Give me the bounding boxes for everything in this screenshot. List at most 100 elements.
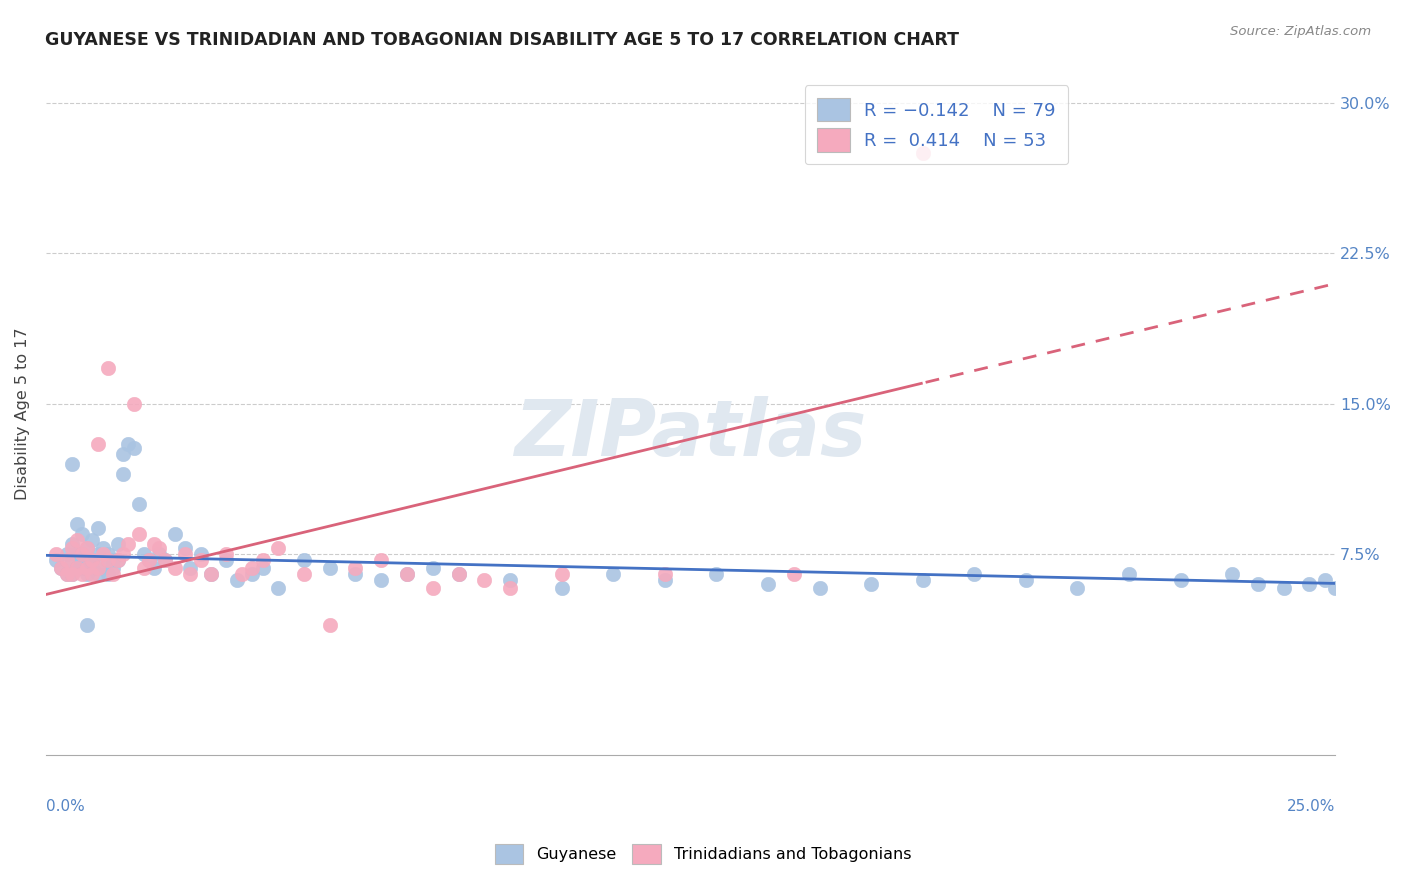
Point bbox=[76, 617, 98, 632]
Point bbox=[911, 574, 934, 588]
Point bbox=[1066, 582, 1088, 596]
Point bbox=[86, 567, 108, 582]
Point bbox=[91, 561, 114, 575]
Point bbox=[1015, 574, 1038, 588]
Point bbox=[174, 541, 197, 556]
Point bbox=[70, 527, 93, 541]
Point bbox=[112, 447, 135, 461]
Point bbox=[179, 567, 201, 582]
Point bbox=[97, 547, 120, 561]
Point bbox=[153, 553, 176, 567]
Point bbox=[231, 567, 253, 582]
Legend: Guyanese, Trinidadians and Tobagonians: Guyanese, Trinidadians and Tobagonians bbox=[488, 838, 918, 871]
Point bbox=[91, 541, 114, 556]
Point bbox=[107, 537, 129, 551]
Point bbox=[370, 574, 392, 588]
Point bbox=[101, 567, 124, 582]
Point bbox=[1272, 582, 1295, 596]
Point bbox=[128, 497, 150, 511]
Point bbox=[318, 617, 340, 632]
Text: GUYANESE VS TRINIDADIAN AND TOBAGONIAN DISABILITY AGE 5 TO 17 CORRELATION CHART: GUYANESE VS TRINIDADIAN AND TOBAGONIAN D… bbox=[45, 31, 959, 49]
Point bbox=[1170, 574, 1192, 588]
Point bbox=[82, 533, 104, 548]
Point bbox=[86, 547, 108, 561]
Point bbox=[550, 582, 572, 596]
Point bbox=[1220, 567, 1243, 582]
Point bbox=[163, 527, 186, 541]
Point bbox=[395, 567, 418, 582]
Point bbox=[66, 561, 89, 575]
Point bbox=[911, 146, 934, 161]
Point bbox=[107, 553, 129, 567]
Legend: R = −0.142    N = 79, R =  0.414    N = 53: R = −0.142 N = 79, R = 0.414 N = 53 bbox=[804, 86, 1069, 164]
Point bbox=[225, 574, 247, 588]
Point bbox=[76, 561, 98, 575]
Point bbox=[153, 553, 176, 567]
Point bbox=[117, 437, 139, 451]
Point bbox=[499, 574, 522, 588]
Point bbox=[190, 553, 212, 567]
Point bbox=[112, 467, 135, 482]
Point bbox=[86, 521, 108, 535]
Point bbox=[654, 574, 676, 588]
Point bbox=[70, 547, 93, 561]
Point bbox=[97, 567, 120, 582]
Point bbox=[97, 553, 120, 567]
Point bbox=[122, 441, 145, 455]
Point bbox=[51, 561, 73, 575]
Point bbox=[550, 567, 572, 582]
Point bbox=[1118, 567, 1140, 582]
Point bbox=[45, 553, 67, 567]
Point bbox=[1298, 577, 1320, 591]
Point bbox=[76, 553, 98, 567]
Point bbox=[190, 547, 212, 561]
Point bbox=[51, 561, 73, 575]
Point bbox=[60, 567, 83, 582]
Point bbox=[706, 567, 728, 582]
Point bbox=[107, 553, 129, 567]
Point bbox=[60, 553, 83, 567]
Point bbox=[370, 553, 392, 567]
Point bbox=[76, 567, 98, 582]
Point bbox=[447, 567, 470, 582]
Point bbox=[45, 547, 67, 561]
Point bbox=[55, 547, 77, 561]
Point bbox=[86, 437, 108, 451]
Point bbox=[447, 567, 470, 582]
Point bbox=[117, 537, 139, 551]
Point bbox=[76, 541, 98, 556]
Point bbox=[200, 567, 222, 582]
Point bbox=[422, 561, 444, 575]
Point bbox=[101, 561, 124, 575]
Point bbox=[215, 547, 238, 561]
Point bbox=[148, 541, 170, 556]
Point bbox=[499, 582, 522, 596]
Point bbox=[252, 553, 274, 567]
Point bbox=[318, 561, 340, 575]
Point bbox=[148, 547, 170, 561]
Point bbox=[55, 553, 77, 567]
Point bbox=[240, 567, 263, 582]
Point bbox=[1324, 582, 1347, 596]
Point bbox=[344, 567, 367, 582]
Point bbox=[82, 561, 104, 575]
Point bbox=[292, 567, 315, 582]
Point bbox=[472, 574, 495, 588]
Point bbox=[138, 553, 160, 567]
Point bbox=[55, 567, 77, 582]
Point bbox=[66, 547, 89, 561]
Point bbox=[163, 561, 186, 575]
Point bbox=[267, 541, 290, 556]
Point bbox=[82, 567, 104, 582]
Point bbox=[654, 567, 676, 582]
Point bbox=[70, 567, 93, 582]
Point bbox=[70, 561, 93, 575]
Point bbox=[783, 567, 806, 582]
Point bbox=[55, 567, 77, 582]
Point bbox=[86, 561, 108, 575]
Point bbox=[60, 537, 83, 551]
Point bbox=[422, 582, 444, 596]
Point bbox=[292, 553, 315, 567]
Point bbox=[179, 561, 201, 575]
Point bbox=[132, 547, 155, 561]
